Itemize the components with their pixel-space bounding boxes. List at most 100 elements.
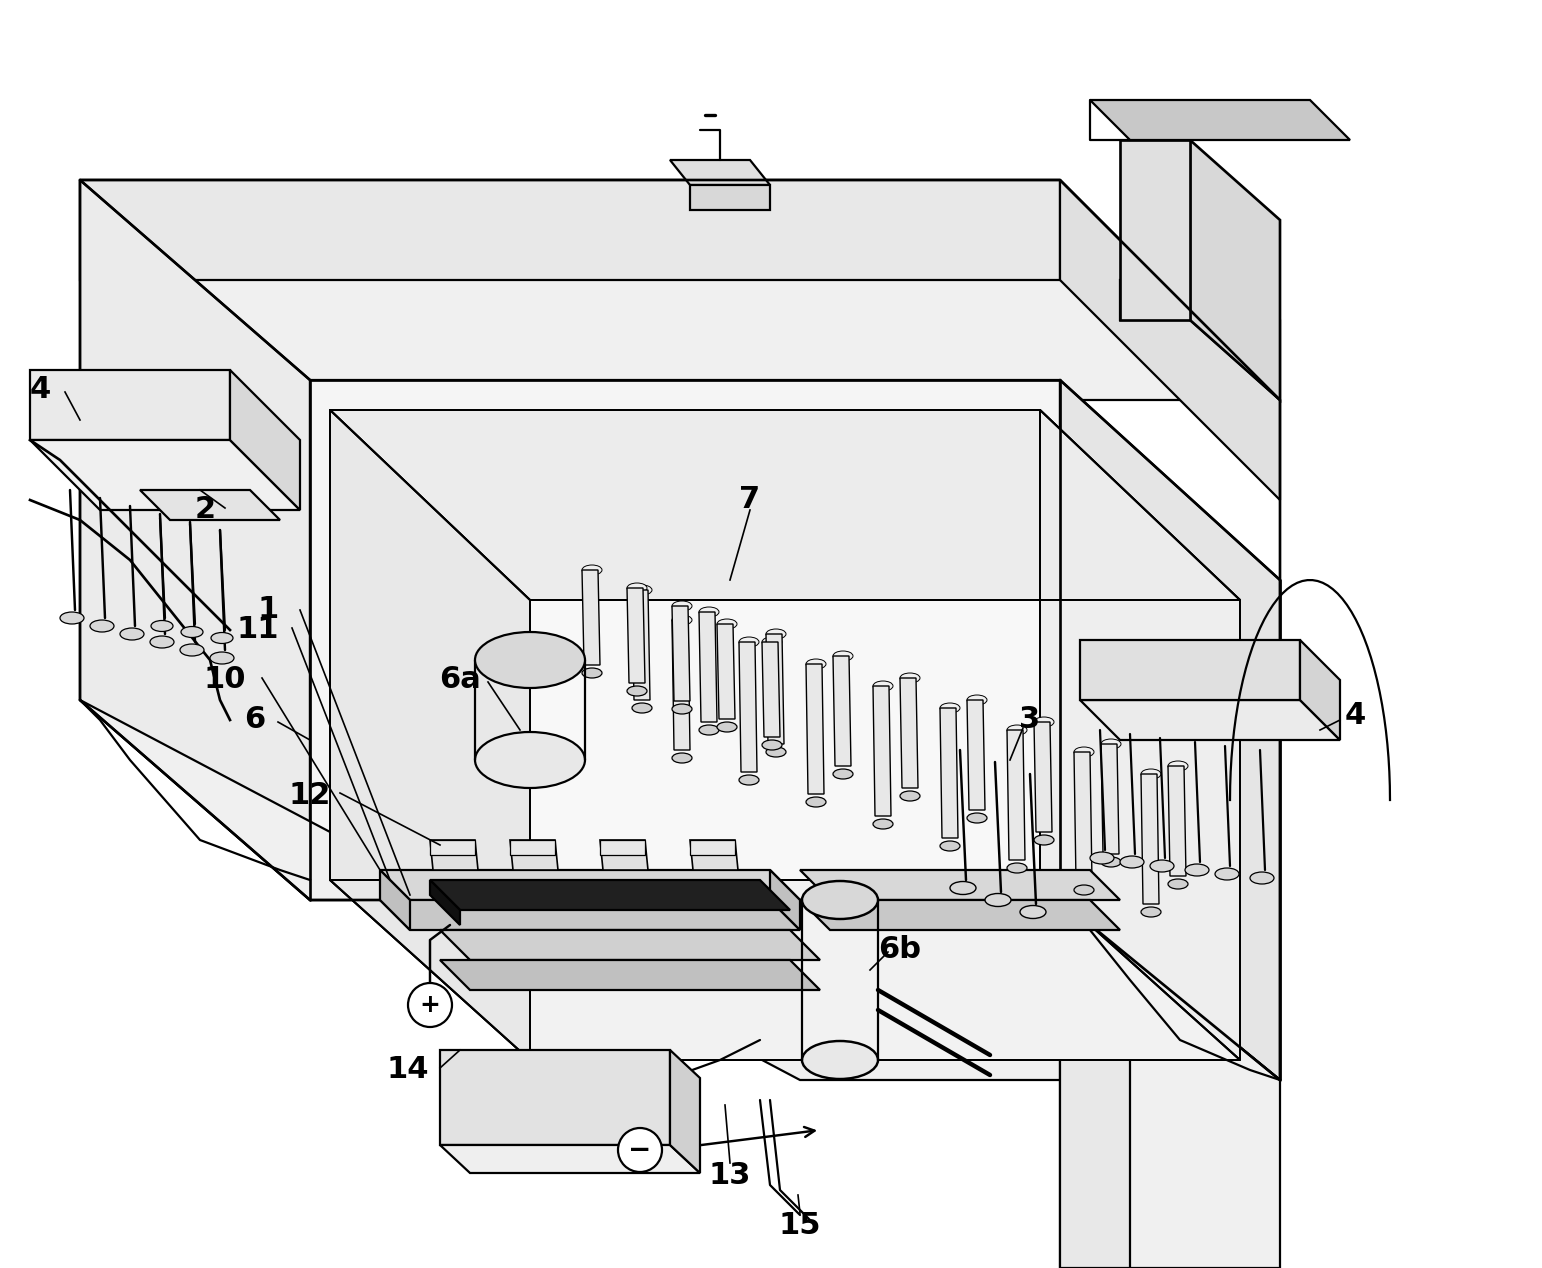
Ellipse shape [873, 819, 893, 829]
Polygon shape [80, 700, 1280, 1080]
Polygon shape [80, 180, 1280, 399]
Ellipse shape [739, 775, 759, 785]
Ellipse shape [950, 881, 976, 894]
Polygon shape [689, 839, 739, 870]
Polygon shape [762, 642, 780, 737]
Text: 6b: 6b [879, 936, 922, 965]
Polygon shape [439, 1145, 700, 1173]
Polygon shape [873, 686, 891, 817]
Polygon shape [671, 160, 769, 185]
Ellipse shape [475, 631, 584, 689]
Polygon shape [766, 634, 783, 744]
Ellipse shape [1035, 836, 1055, 844]
Ellipse shape [581, 566, 601, 574]
Ellipse shape [941, 841, 961, 851]
Text: 13: 13 [709, 1160, 751, 1189]
Polygon shape [379, 870, 410, 929]
Ellipse shape [1215, 869, 1240, 880]
Ellipse shape [1035, 716, 1055, 727]
Polygon shape [739, 642, 757, 772]
Ellipse shape [89, 620, 114, 631]
Polygon shape [29, 370, 230, 440]
Ellipse shape [717, 619, 737, 629]
Polygon shape [800, 870, 1119, 900]
Text: 15: 15 [779, 1211, 822, 1240]
Ellipse shape [717, 721, 737, 732]
Ellipse shape [120, 628, 143, 640]
Polygon shape [699, 612, 717, 721]
Text: 10: 10 [204, 666, 247, 695]
Text: 2: 2 [194, 496, 216, 525]
Ellipse shape [60, 612, 83, 624]
Text: 4: 4 [29, 375, 51, 404]
Polygon shape [230, 370, 301, 510]
Ellipse shape [672, 615, 692, 625]
Polygon shape [1039, 410, 1240, 1060]
Polygon shape [80, 180, 310, 900]
Polygon shape [1079, 700, 1340, 741]
Ellipse shape [180, 644, 204, 656]
Ellipse shape [1150, 860, 1173, 872]
Text: 11: 11 [237, 615, 279, 644]
Ellipse shape [985, 894, 1012, 907]
Polygon shape [1007, 730, 1025, 860]
Polygon shape [1141, 773, 1160, 904]
Polygon shape [967, 700, 985, 810]
Ellipse shape [1167, 761, 1187, 771]
Polygon shape [1073, 752, 1092, 883]
Polygon shape [632, 590, 651, 700]
Polygon shape [1167, 766, 1186, 876]
Ellipse shape [210, 652, 234, 664]
Ellipse shape [180, 626, 204, 638]
Polygon shape [800, 900, 1119, 929]
Polygon shape [1190, 139, 1280, 399]
Text: −: − [629, 1136, 652, 1164]
Polygon shape [330, 410, 1039, 880]
Polygon shape [1059, 900, 1280, 1268]
Ellipse shape [941, 702, 961, 713]
Polygon shape [689, 839, 736, 855]
Ellipse shape [1090, 852, 1113, 864]
Ellipse shape [873, 681, 893, 691]
Polygon shape [379, 900, 800, 929]
Polygon shape [689, 185, 769, 210]
Polygon shape [1119, 280, 1280, 399]
Polygon shape [510, 839, 558, 870]
Ellipse shape [1184, 864, 1209, 876]
Text: 6a: 6a [439, 666, 481, 695]
Ellipse shape [766, 629, 786, 639]
Ellipse shape [766, 747, 786, 757]
Ellipse shape [833, 650, 853, 661]
Ellipse shape [802, 881, 877, 919]
Ellipse shape [628, 583, 648, 593]
Ellipse shape [802, 1041, 877, 1079]
Ellipse shape [151, 620, 173, 631]
Ellipse shape [806, 659, 827, 670]
Ellipse shape [1007, 725, 1027, 735]
Ellipse shape [901, 791, 921, 801]
Ellipse shape [762, 637, 782, 647]
Ellipse shape [211, 633, 233, 643]
Polygon shape [379, 870, 800, 900]
Polygon shape [672, 606, 689, 701]
Ellipse shape [1251, 872, 1274, 884]
Ellipse shape [739, 637, 759, 647]
Polygon shape [581, 571, 600, 664]
Ellipse shape [1167, 879, 1187, 889]
Text: 14: 14 [387, 1055, 429, 1084]
Polygon shape [29, 440, 301, 510]
Circle shape [618, 1129, 662, 1172]
Polygon shape [672, 620, 689, 749]
Ellipse shape [628, 686, 648, 696]
Polygon shape [600, 839, 645, 855]
Ellipse shape [1019, 905, 1045, 918]
Text: 12: 12 [288, 781, 332, 809]
Ellipse shape [1119, 856, 1144, 869]
Text: 3: 3 [1019, 705, 1041, 734]
Ellipse shape [967, 813, 987, 823]
Polygon shape [80, 180, 1059, 280]
Polygon shape [330, 410, 1240, 600]
Ellipse shape [1073, 885, 1093, 895]
Ellipse shape [672, 753, 692, 763]
Ellipse shape [699, 607, 719, 618]
